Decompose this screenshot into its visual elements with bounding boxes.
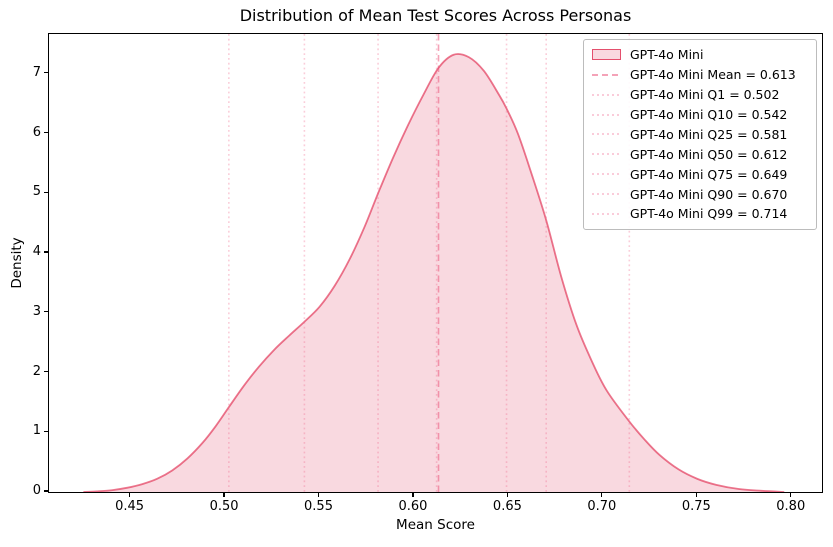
y-tick-label: 5	[32, 184, 41, 200]
y-tick	[44, 490, 48, 492]
x-tick-label: 0.50	[209, 499, 239, 514]
y-tick	[44, 430, 48, 432]
x-tick-label: 0.65	[492, 499, 522, 514]
legend-item: GPT-4o Mini	[592, 45, 808, 65]
legend-dotted-line-icon	[592, 93, 621, 96]
y-tick	[44, 191, 48, 193]
x-tick	[412, 493, 414, 497]
x-tick	[223, 493, 225, 497]
legend-dotted-line-icon	[592, 193, 621, 196]
legend-item: GPT-4o Mini Mean = 0.613	[592, 65, 808, 85]
y-tick-label: 1	[32, 423, 41, 439]
x-tick	[506, 493, 508, 497]
legend-item-label: GPT-4o Mini Mean = 0.613	[630, 67, 796, 83]
legend-item-label: GPT-4o Mini Q90 = 0.670	[630, 186, 788, 202]
x-tick-label: 0.80	[776, 499, 806, 514]
legend: GPT-4o Mini GPT-4o Mini Mean = 0.613 GPT-4…	[583, 39, 817, 230]
legend-dotted-line-icon	[592, 212, 621, 215]
legend-dashed-line-icon	[592, 73, 621, 76]
x-tick-label: 0.70	[587, 499, 617, 514]
legend-dotted-line-icon	[592, 133, 621, 136]
y-tick	[44, 72, 48, 74]
legend-item: GPT-4o Mini Q75 = 0.649	[592, 164, 808, 184]
density-curve	[83, 53, 785, 492]
legend-item-label: GPT-4o Mini Q50 = 0.612	[630, 146, 788, 162]
legend-item-label: GPT-4o Mini Q25 = 0.581	[630, 126, 788, 142]
legend-item: GPT-4o Mini Q25 = 0.581	[592, 125, 808, 145]
x-tick-label: 0.55	[304, 499, 333, 514]
y-tick-label: 3	[32, 303, 41, 319]
y-tick-label: 4	[32, 244, 41, 260]
legend-item: GPT-4o Mini Q90 = 0.670	[592, 184, 808, 204]
density-area-fill	[83, 53, 785, 492]
legend-dotted-line-icon	[592, 173, 621, 176]
y-axis-label: Density	[9, 237, 25, 289]
chart-title: Distribution of Mean Test Scores Across …	[239, 6, 632, 25]
x-axis-label: Mean Score	[396, 517, 475, 533]
y-tick	[44, 251, 48, 253]
y-tick	[44, 311, 48, 313]
y-tick-label: 2	[32, 363, 41, 379]
legend-dotted-line-icon	[592, 153, 621, 156]
x-tick-label: 0.60	[398, 499, 428, 514]
y-tick	[44, 370, 48, 373]
legend-dotted-line-icon	[592, 113, 621, 116]
legend-item-label: GPT-4o Mini Q10 = 0.542	[630, 107, 788, 123]
x-tick	[129, 493, 131, 497]
y-tick-label: 6	[32, 124, 41, 140]
x-tick-label: 0.45	[115, 499, 145, 514]
legend-item: GPT-4o Mini Q10 = 0.542	[592, 105, 808, 125]
legend-item: GPT-4o Mini Q50 = 0.612	[592, 145, 808, 165]
y-tick-label: 7	[32, 64, 41, 80]
legend-item: GPT-4o Mini Q99 = 0.714	[592, 204, 808, 224]
legend-item-label: GPT-4o Mini	[630, 47, 704, 63]
x-tick	[695, 493, 697, 497]
y-tick-label: 0	[32, 483, 41, 498]
x-tick	[790, 493, 792, 497]
y-tick	[44, 131, 48, 134]
legend-item-label: GPT-4o Mini Q99 = 0.714	[630, 206, 788, 222]
density-plot-svg	[83, 34, 785, 492]
legend-item-label: GPT-4o Mini Q1 = 0.502	[630, 87, 780, 103]
legend-patch-icon	[592, 49, 621, 61]
legend-item: GPT-4o Mini Q1 = 0.502	[592, 85, 808, 105]
legend-item-label: GPT-4o Mini Q75 = 0.649	[630, 166, 788, 182]
x-tick	[601, 493, 603, 497]
x-tick-label: 0.75	[681, 499, 711, 514]
x-tick	[317, 493, 320, 497]
